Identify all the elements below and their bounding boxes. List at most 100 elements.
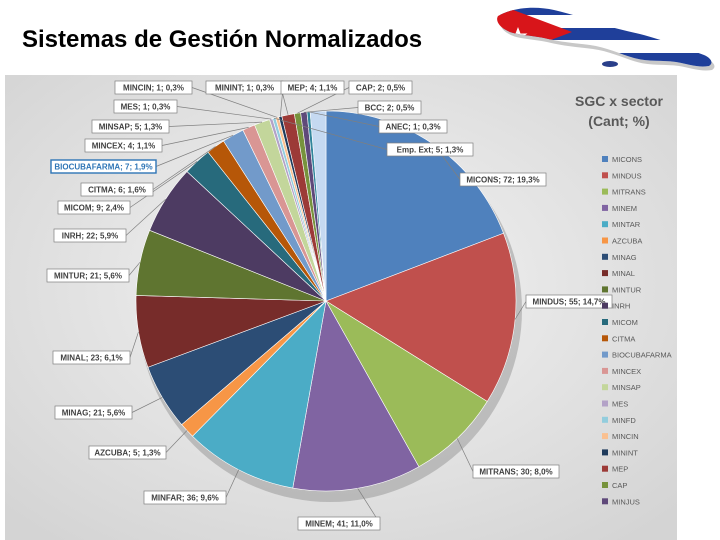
legend-swatch-inrh [602, 302, 608, 309]
data-label-box-3 [297, 516, 381, 531]
data-label-16: Emp. Ext; 5; 1,3% [397, 146, 464, 155]
legend-swatch-mes [602, 400, 608, 407]
legend-label-inrh: INRH [612, 302, 630, 311]
data-label-1: MINDUS; 55; 14,7% [533, 298, 606, 307]
legend-swatch-mintur [602, 286, 608, 293]
data-label-4: MINFAR; 36; 9,6% [151, 494, 219, 503]
leader-line-22 [308, 111, 380, 127]
data-label-12: BIOCUBAFARMA; 7; 1,9% [54, 163, 152, 172]
legend-label-mes: MES [612, 400, 628, 409]
legend-swatch-cap [602, 482, 608, 488]
data-label-20: CAP; 2; 0,5% [356, 84, 405, 93]
data-label-13: MINCEX; 4; 1,1% [92, 142, 156, 151]
leader-line-6 [131, 397, 163, 413]
leader-line-16 [274, 117, 388, 150]
legend-swatch-mindus [602, 172, 608, 179]
legend-swatch-mincex [602, 367, 608, 374]
legend-swatch-minag [602, 253, 608, 260]
slide-title: Sistemas de Gestión Normalizados [22, 26, 423, 53]
data-label-box-0 [459, 172, 547, 187]
leader-line-15 [176, 106, 272, 120]
legend-swatch-minem [602, 204, 608, 211]
legend-label-minint: MININT [612, 448, 638, 457]
legend-swatch-citma [602, 335, 608, 342]
data-label-15: MES; 1; 0,3% [121, 103, 171, 112]
pie-slice-mitrans [325, 300, 488, 468]
leader-line-14 [168, 121, 263, 127]
leader-line-10 [129, 161, 198, 208]
legend-swatch-mintar [602, 221, 608, 228]
data-label-box-17 [114, 80, 193, 95]
data-label-10: MICOM; 9; 2,4% [64, 204, 124, 213]
legend-swatch-minfd [602, 416, 608, 423]
data-label-box-11 [80, 182, 154, 197]
leader-line-8 [128, 262, 141, 276]
data-label-8: MINTUR; 21; 5,6% [54, 272, 122, 281]
leader-line-2 [456, 438, 474, 472]
legend-label-mintar: MINTAR [612, 220, 641, 229]
data-label-9: INRH; 22; 5,9% [62, 232, 118, 241]
data-label-14: MINSAP; 5; 1,3% [99, 123, 163, 132]
legend-swatch-minsap [602, 384, 608, 391]
legend-label-azcuba: AZCUBA [612, 237, 642, 246]
data-label-box-19 [280, 80, 345, 95]
data-label-box-16 [386, 142, 474, 157]
data-label-box-4 [143, 490, 227, 505]
legend-label-mitrans: MITRANS [612, 188, 646, 197]
leader-line-1 [514, 301, 527, 320]
legend-label-mincex: MINCEX [612, 367, 641, 376]
legend-swatch-mitrans [602, 188, 608, 195]
legend-swatch-mincin [602, 433, 608, 440]
data-label-11: CITMA; 6; 1,6% [88, 186, 146, 195]
leader-line-13 [161, 127, 249, 146]
leader-line-5 [165, 430, 188, 453]
legend-swatch-minjus [602, 498, 608, 505]
data-label-box-14 [91, 119, 170, 134]
data-label-19: MEP; 4; 1,1% [288, 84, 338, 93]
data-label-box-1 [525, 294, 613, 309]
data-label-box-6 [54, 405, 133, 420]
chart-panel: SGC x sector (Cant; %) MICONS; 72; 19,3%… [5, 75, 677, 540]
cuba-flag-map-logo [497, 7, 715, 71]
legend-swatch-micons [602, 156, 608, 162]
data-label-6: MINAG; 21; 5,6% [62, 409, 126, 418]
leader-line-11 [152, 146, 216, 190]
legend-label-biocubafarma: BIOCUBAFARMA [612, 351, 672, 360]
data-label-5: AZCUBA; 5; 1,3% [94, 449, 160, 458]
legend-label-minal: MINAL [612, 269, 635, 278]
legend-label-minfd: MINFD [612, 416, 636, 425]
data-label-box-15 [113, 99, 178, 114]
legend-swatch-mep [602, 465, 608, 472]
data-label-box-9 [53, 228, 127, 243]
pie-slices [135, 110, 517, 492]
legend-label-micom: MICOM [612, 318, 638, 327]
legend-swatch-minint [602, 449, 608, 456]
data-label-7: MINAL; 23; 6,1% [60, 354, 122, 363]
chart-subtitle: (Cant; %) [588, 113, 649, 129]
chart-legend: MICONS MINDUS MITRANS MINEM MINTAR AZCUBA MINA… [602, 155, 672, 506]
data-label-box-22 [378, 119, 448, 134]
legend-label-mintur: MINTUR [612, 285, 642, 294]
data-label-box-7 [52, 350, 131, 365]
legend-label-mep: MEP [612, 465, 628, 474]
data-label-box-10 [57, 200, 131, 215]
data-label-2: MITRANS; 30; 8,0% [479, 468, 552, 477]
legend-label-micons: MICONS [612, 155, 642, 164]
leader-line-7 [129, 331, 139, 358]
legend-label-mindus: MINDUS [612, 171, 642, 180]
legend-swatch-minal [602, 270, 608, 277]
leader-line-4 [225, 469, 240, 498]
data-label-box-20 [348, 80, 413, 95]
legend-label-minjus: MINJUS [612, 497, 640, 506]
chart-title: SGC x sector [575, 93, 663, 109]
data-label-21: BCC; 2; 0,5% [365, 104, 415, 113]
data-label-box-8 [46, 268, 130, 283]
legend-swatch-micom [602, 319, 608, 325]
leader-line-21 [303, 107, 359, 113]
data-label-17: MINCIN; 1; 0,3% [123, 84, 184, 93]
legend-label-minag: MINAG [612, 253, 637, 262]
data-label-box-12 [50, 159, 157, 174]
legend-swatch-azcuba [602, 237, 608, 244]
leader-line-9 [125, 198, 166, 236]
legend-label-minsap: MINSAP [612, 383, 641, 392]
